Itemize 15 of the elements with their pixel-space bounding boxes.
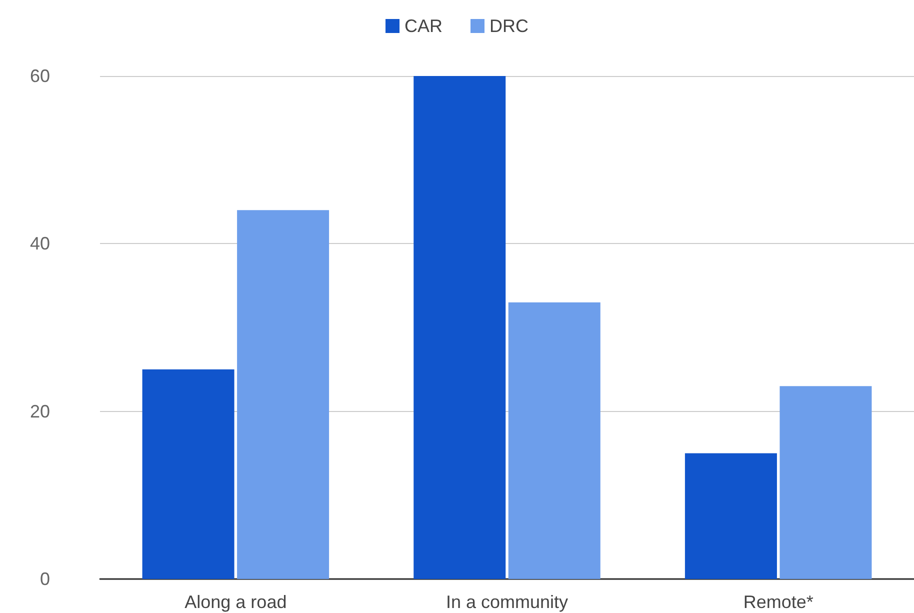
y-tick-label: 60: [30, 66, 50, 86]
legend-label: CAR: [404, 16, 443, 36]
bar: [142, 369, 234, 579]
bar: [780, 386, 872, 579]
y-tick-label: 0: [40, 569, 50, 589]
y-tick-label: 20: [30, 401, 50, 422]
x-tick-label: Remote*: [743, 592, 814, 612]
bar: [508, 302, 600, 579]
y-tick-label: 40: [30, 234, 50, 254]
bar: [414, 76, 506, 579]
x-tick-label: In a community: [446, 592, 568, 612]
bar: [684, 453, 777, 579]
legend-label: DRC: [490, 16, 529, 36]
x-tick-label: Along a road: [184, 592, 287, 612]
bar: [237, 210, 330, 579]
